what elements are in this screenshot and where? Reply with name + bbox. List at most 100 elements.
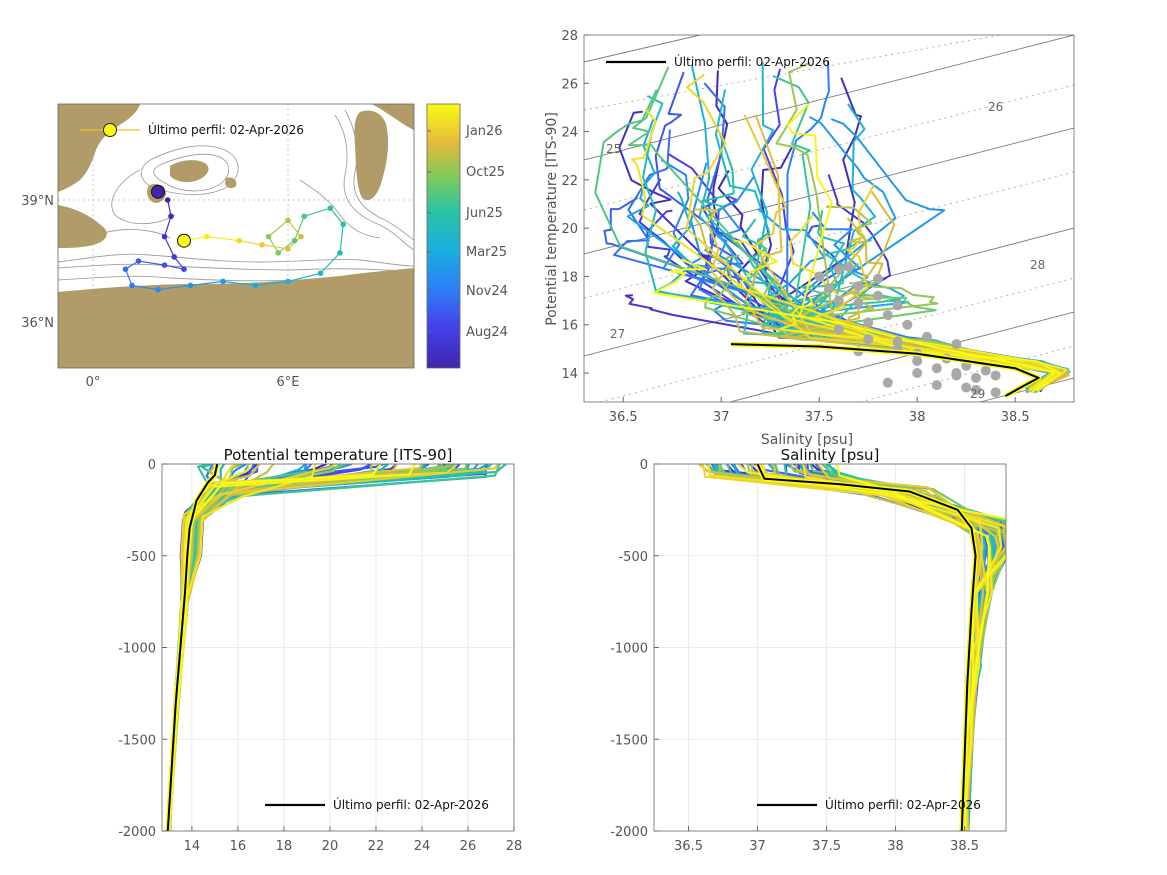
- track-point: [155, 286, 161, 293]
- reference-point: [951, 339, 962, 350]
- salinity-profile: 36.5 37 37.5 38 38.5 0 -500 -1000 -1500 -2000 Sal…: [610, 446, 1007, 854]
- contour-label-26: 26: [988, 100, 1003, 114]
- reference-point: [892, 336, 903, 347]
- density-contours: [584, 35, 1074, 402]
- reference-point: [853, 298, 864, 309]
- ts-ytick: 14: [561, 367, 578, 382]
- tp-last-profile: [165, 464, 220, 831]
- reference-point: [882, 310, 893, 321]
- track-point: [327, 205, 334, 211]
- ts-profile: [733, 239, 1059, 392]
- track-point: [298, 233, 304, 240]
- track-point: [259, 241, 265, 248]
- ts-profile: [653, 258, 1056, 391]
- track-segment: [287, 272, 321, 282]
- track-segment: [163, 236, 175, 258]
- reference-point: [824, 283, 834, 294]
- ts-profile: [787, 103, 1062, 393]
- ts-ytick: 18: [561, 270, 578, 285]
- track-segment: [190, 280, 224, 287]
- reference-point: [843, 261, 854, 272]
- reference-point: [990, 370, 1001, 381]
- ts-xtick: 38.5: [1001, 410, 1030, 425]
- ts-xtick: 38: [909, 410, 926, 425]
- track-point: [161, 233, 168, 240]
- sp-legend-text: Último perfil: 02-Apr-2026: [825, 797, 981, 812]
- sp-ytick: 0: [640, 458, 648, 473]
- track-segment: [239, 240, 263, 246]
- track-point: [181, 266, 187, 272]
- track-point: [285, 217, 291, 224]
- tp-xtick: 16: [230, 839, 247, 854]
- track-point: [164, 197, 171, 203]
- contour-26-5: [584, 171, 1074, 299]
- ts-ytick: 22: [561, 174, 578, 189]
- ts-frame: [583, 34, 1075, 403]
- ts-legend-text: Último perfil: 02-Apr-2026: [674, 54, 830, 69]
- track-point: [129, 282, 135, 289]
- track-point: [171, 254, 178, 260]
- reference-point: [971, 384, 981, 395]
- trajectory-map: Último perfil: 02-Apr-2026 0° 6°E 39°N 36°N: [21, 103, 415, 390]
- ts-xtick: 36.5: [609, 410, 638, 425]
- contour-label-25: 25: [606, 142, 621, 156]
- ts-last-profile-line: [730, 343, 1040, 397]
- ts-ytick: 24: [561, 126, 578, 141]
- sp-last-profile: [755, 464, 979, 831]
- tp-xtick: 20: [322, 839, 339, 854]
- tp-ytick: -1500: [118, 733, 156, 748]
- track-point: [236, 237, 243, 244]
- tp-xtick: 28: [506, 839, 523, 854]
- reference-point: [951, 370, 962, 381]
- track-segment: [268, 219, 289, 238]
- track-segment: [222, 280, 256, 287]
- contour-label-29: 29: [970, 387, 985, 401]
- track-segment: [320, 252, 341, 274]
- map-legend: Último perfil: 02-Apr-2026: [80, 122, 304, 137]
- track-point: [291, 237, 298, 244]
- sp-xtick: 38.5: [950, 839, 979, 854]
- track-segment: [138, 260, 165, 266]
- date-colorbar: Jan26 Oct25 Jun25 Mar25 Nov24 Aug24: [426, 103, 508, 369]
- reference-point: [814, 271, 825, 282]
- colorbar-label: Mar25: [466, 245, 507, 260]
- float-trajectory: [122, 184, 347, 293]
- tp-xtick: 22: [368, 839, 385, 854]
- temperature-profile: 14 16 18 20 22 24 26 28 0 -500 -1000 -1500 -2000 Pot…: [118, 446, 522, 854]
- map-legend-marker: [103, 123, 117, 137]
- reference-point: [971, 372, 981, 383]
- contour-27-5: [599, 277, 1074, 402]
- colorbar-label: Jun25: [465, 206, 503, 221]
- tp-ytick: -500: [126, 550, 156, 565]
- track-segment: [164, 264, 185, 270]
- reference-point: [863, 317, 874, 328]
- reference-point: [961, 382, 972, 393]
- sp-xtick: 37: [749, 839, 766, 854]
- theta-s-diagram: 25 26 27 28 29 36.5 37 37.5 38 38.5 14 16 18 20 2…: [544, 29, 1075, 448]
- reference-point: [873, 273, 883, 284]
- track-point: [187, 282, 194, 289]
- sp-legend: Último perfil: 02-Apr-2026: [757, 797, 981, 812]
- reference-point: [931, 380, 942, 391]
- contour-label-27: 27: [610, 327, 625, 341]
- ts-ytick: 28: [561, 29, 578, 44]
- last-position-marker: [177, 233, 191, 248]
- track-point: [285, 246, 291, 252]
- map-ytick: 36°N: [21, 316, 54, 331]
- track-point: [203, 233, 210, 240]
- reference-point: [853, 281, 864, 292]
- track-segment: [287, 219, 302, 238]
- ts-last-profile: [730, 341, 1042, 399]
- ts-profile: [827, 103, 1070, 393]
- track-point: [265, 233, 272, 240]
- ts-ytick: 16: [561, 319, 578, 334]
- tp-xtick: 18: [276, 839, 293, 854]
- reference-point: [912, 355, 923, 366]
- reference-point: [833, 295, 844, 306]
- contour-label-28: 28: [1030, 258, 1045, 272]
- tp-ytick: 0: [148, 458, 156, 473]
- bathymetry-contours: [58, 109, 414, 282]
- track-segment: [157, 284, 191, 291]
- tp-legend: Último perfil: 02-Apr-2026: [265, 797, 489, 812]
